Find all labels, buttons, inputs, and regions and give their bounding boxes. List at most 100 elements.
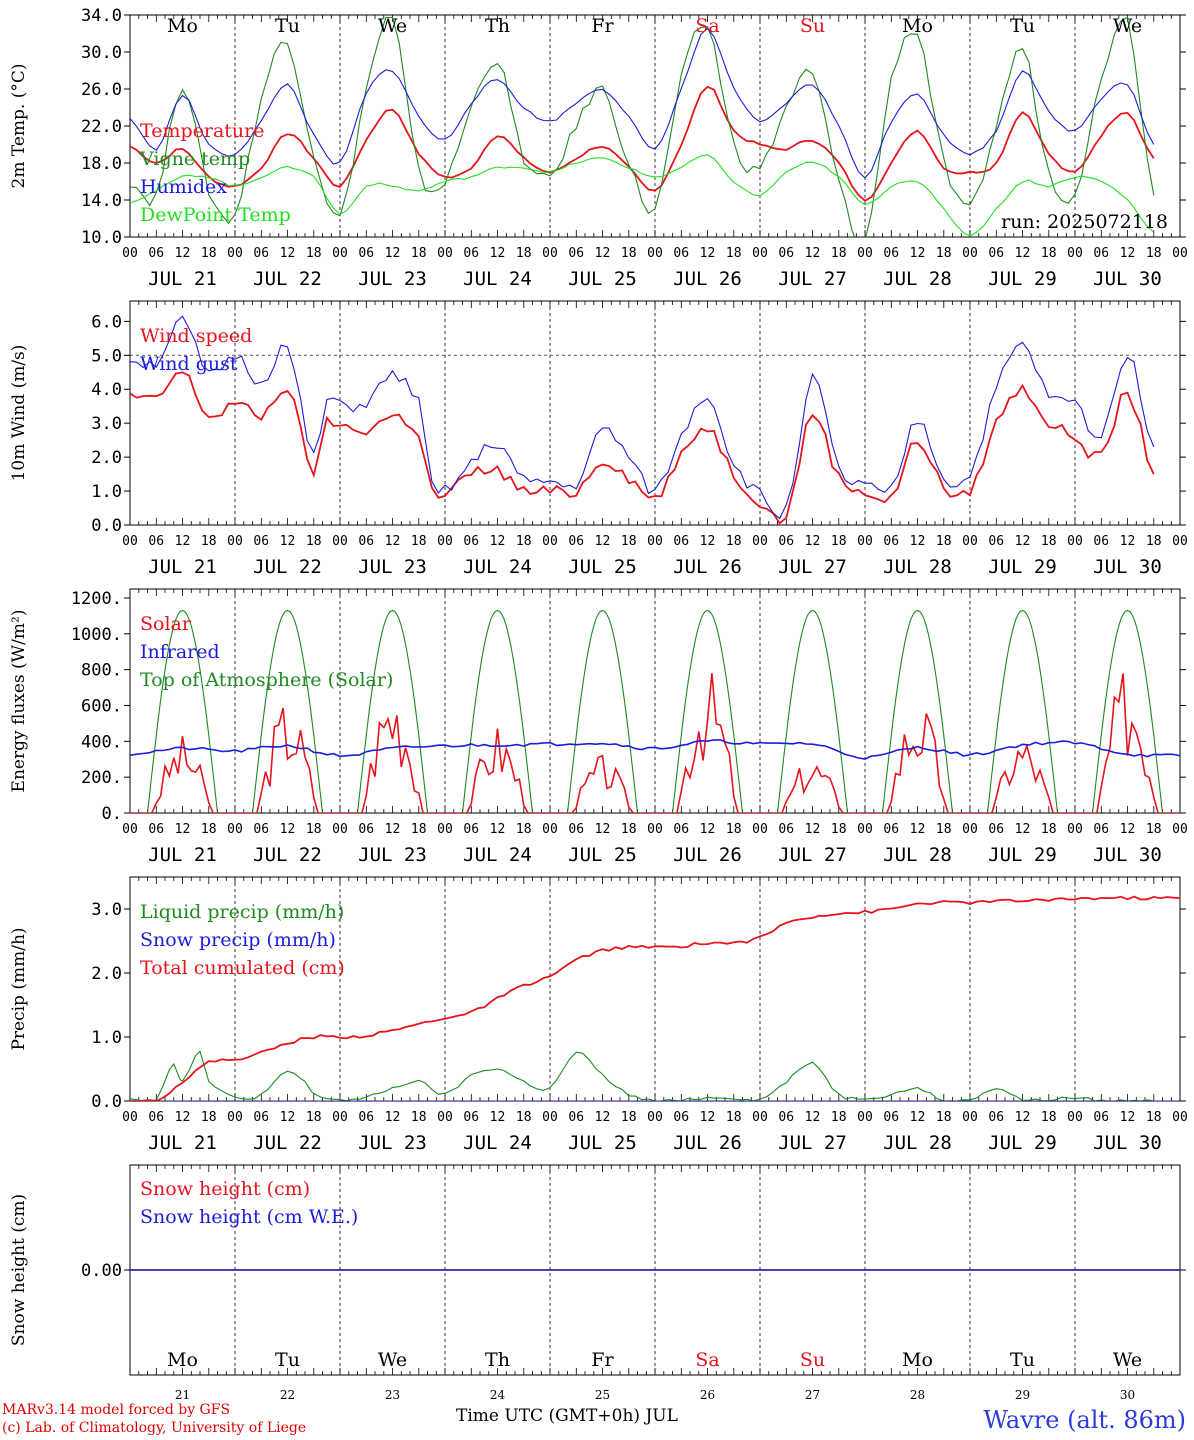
series-line-blue [130, 739, 1180, 760]
series-line-green [130, 16, 1155, 237]
legend-entry: Total cumulated (cm) [140, 957, 345, 979]
legend-entry: Top of Atmosphere (Solar) [140, 669, 393, 691]
date-label: JUL 27 [778, 268, 847, 290]
date-label: JUL 23 [358, 556, 427, 578]
day-number: 25 [595, 1388, 610, 1402]
date-label: JUL 29 [988, 268, 1057, 290]
hour-tick-label: 18 [936, 1110, 952, 1125]
hour-tick-label: 06 [883, 246, 899, 261]
hour-tick-label: 00 [1067, 1110, 1083, 1125]
y-axis-label: Precip (mm/h) [9, 927, 29, 1050]
run-label: run: 2025072118 [1001, 211, 1168, 233]
hour-tick-label: 06 [148, 822, 164, 837]
hour-tick-label: 00 [542, 822, 558, 837]
series-line-blue [130, 315, 1155, 520]
hour-tick-label: 06 [1093, 246, 1109, 261]
hour-tick-label: 12 [280, 1110, 296, 1125]
y-axis-label: Energy fluxes (W/m²) [9, 610, 29, 793]
y-tick-label: 3.0 [91, 414, 122, 434]
legend-entry: Temperature [140, 120, 264, 142]
date-label: JUL 22 [253, 844, 322, 866]
hour-tick-label: 00 [647, 534, 663, 549]
copyright-credit: (c) Lab. of Climatology, University of L… [2, 1420, 307, 1436]
y-tick-label: 22.0 [81, 117, 122, 137]
hour-tick-label: 18 [516, 822, 532, 837]
panel-5 [124, 1164, 1186, 1376]
hour-tick-label: 06 [988, 534, 1004, 549]
date-label: JUL 28 [883, 844, 952, 866]
hour-tick-label: 06 [568, 1110, 584, 1125]
hour-tick-label: 00 [437, 246, 453, 261]
hour-tick-label: 06 [778, 1110, 794, 1125]
hour-tick-label: 00 [647, 822, 663, 837]
hour-tick-label: 12 [385, 1110, 401, 1125]
y-axis-label: 10m Wind (m/s) [9, 345, 29, 482]
hour-tick-label: 06 [778, 534, 794, 549]
date-label: JUL 30 [1093, 1132, 1162, 1154]
hour-tick-label: 12 [595, 534, 611, 549]
hour-tick-label: 12 [385, 246, 401, 261]
hour-tick-label: 00 [227, 1110, 243, 1125]
date-label: JUL 28 [883, 268, 952, 290]
hour-tick-label: 06 [253, 822, 269, 837]
hour-tick-label: 12 [1015, 246, 1031, 261]
series-line-red [130, 895, 1180, 1101]
day-label-top: Tu [1010, 15, 1035, 37]
y-tick-label: 34.0 [81, 6, 122, 26]
date-label: JUL 21 [148, 268, 217, 290]
day-label-bottom: Tu [1010, 1349, 1035, 1371]
y-tick-label: 18.0 [81, 154, 122, 174]
hour-tick-label: 00 [857, 1110, 873, 1125]
day-number: 29 [1015, 1388, 1030, 1402]
panel-frame [129, 588, 1181, 814]
panel-2 [124, 300, 1186, 526]
y-tick-label: 0.0 [91, 516, 122, 536]
series-group [130, 315, 1180, 525]
hour-tick-label: 18 [726, 246, 742, 261]
y-tick-label: 200. [81, 768, 122, 788]
hour-tick-label: 12 [700, 822, 716, 837]
hour-tick-label: 18 [831, 1110, 847, 1125]
date-label: JUL 22 [253, 556, 322, 578]
hour-tick-label: 06 [883, 534, 899, 549]
date-label: JUL 22 [253, 1132, 322, 1154]
hour-tick-label: 12 [700, 1110, 716, 1125]
hour-tick-label: 06 [1093, 822, 1109, 837]
hour-tick-label: 00 [227, 534, 243, 549]
hour-tick-label: 06 [463, 534, 479, 549]
y-tick-label: 2.0 [91, 964, 122, 984]
hour-tick-label: 06 [358, 822, 374, 837]
hour-tick-label: 00 [962, 1110, 978, 1125]
hour-tick-label: 00 [437, 1110, 453, 1125]
day-label-top: Mo [167, 15, 198, 37]
hour-tick-label: 06 [673, 246, 689, 261]
legend-entry: Humidex [140, 176, 227, 198]
hour-tick-label: 12 [595, 246, 611, 261]
hour-tick-label: 00 [1067, 246, 1083, 261]
day-number: 21 [175, 1388, 190, 1402]
date-label: JUL 26 [673, 556, 742, 578]
date-label: JUL 29 [988, 1132, 1057, 1154]
legend-entry: Solar [140, 613, 192, 635]
hour-tick-label: 18 [1146, 1110, 1162, 1125]
date-label: JUL 24 [463, 268, 532, 290]
date-label: JUL 24 [463, 556, 532, 578]
hour-tick-label: 12 [175, 534, 191, 549]
hour-tick-label: 06 [778, 246, 794, 261]
hour-tick-label: 18 [1146, 246, 1162, 261]
day-label-bottom: Th [485, 1349, 510, 1371]
date-label: JUL 21 [148, 1132, 217, 1154]
hour-tick-label: 18 [936, 822, 952, 837]
y-tick-label: 0.00 [81, 1261, 122, 1281]
hour-tick-label: 18 [201, 1110, 217, 1125]
hour-tick-label: 18 [1146, 534, 1162, 549]
hour-tick-label: 06 [883, 822, 899, 837]
series-line-lightgreen [130, 154, 1155, 237]
day-number: 23 [385, 1388, 400, 1402]
legend-entry: Snow height (cm W.E.) [140, 1206, 358, 1228]
day-number: 28 [910, 1388, 925, 1402]
day-number: 22 [280, 1388, 295, 1402]
hour-tick-label: 18 [306, 1110, 322, 1125]
y-tick-label: 4.0 [91, 380, 122, 400]
